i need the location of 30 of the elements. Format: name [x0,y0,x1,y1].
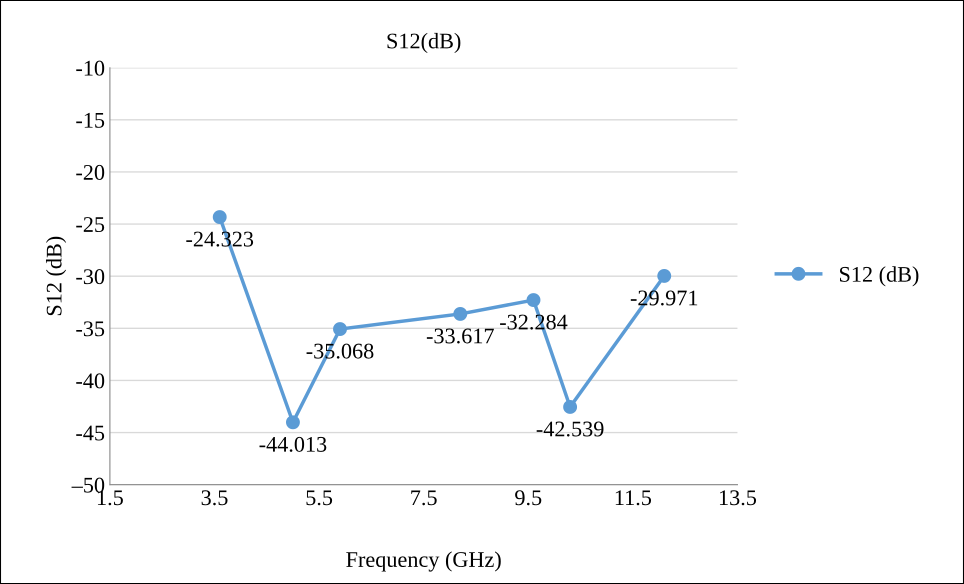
y-tick-label: -15 [76,112,104,128]
y-tick-label: -45 [76,426,104,441]
point [526,293,540,307]
y-tick-label: -30 [76,269,104,284]
y-tick-label: -35 [76,321,104,336]
point [453,306,468,321]
y-tick-label: -20 [76,164,104,180]
y-tick-label: –50 [72,478,104,493]
point [657,268,672,283]
x-axis-title: Frequency (GHz) [346,551,501,572]
x-tick-label: 9.5 [515,490,542,506]
y-tick-label: -10 [76,60,104,76]
point [212,210,227,224]
chart-title: S12(dB) [388,32,460,54]
point [286,415,300,430]
y-tick-label: -25 [76,217,104,232]
data-label: -44.013 [260,436,326,452]
point [333,322,347,336]
point [563,400,578,414]
x-tick-label: 7.5 [411,490,437,506]
x-tick-label: 1.5 [98,490,123,506]
x-tick-label: 3.5 [202,490,228,506]
x-tick-label: 11.5 [616,490,652,506]
data-label: -42.539 [536,422,604,437]
x-tick-label: 13.5 [720,490,756,506]
y-axis-title: S12 (dB) [46,236,66,316]
data-label: -33.617 [426,328,494,344]
x-tick-label: 5.5 [306,490,332,506]
y-tick-label: -40 [76,373,104,388]
legend-label: S12 (dB) [840,266,918,286]
